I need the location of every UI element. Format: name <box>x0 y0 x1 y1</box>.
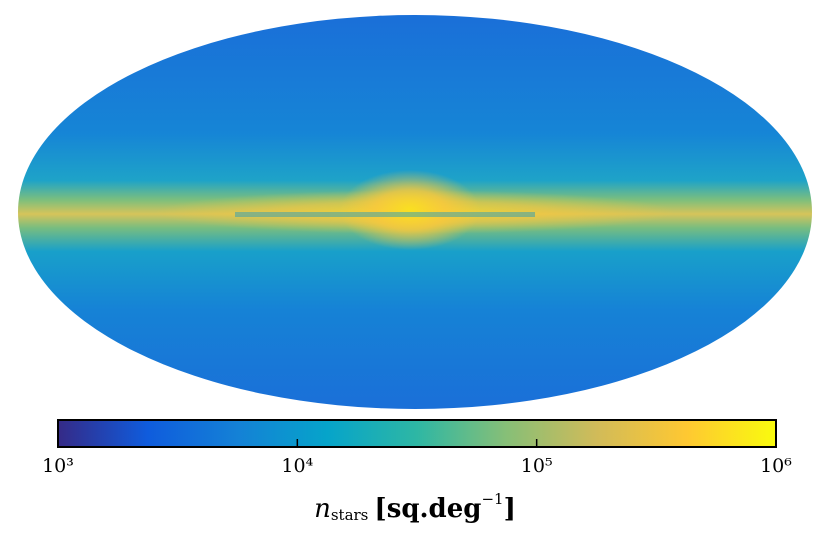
dust-lane <box>235 212 535 217</box>
colorbar-tick-label: 10⁴ <box>281 455 313 477</box>
colorbar-tick-label: 10⁶ <box>760 455 792 477</box>
sky-map <box>18 15 812 409</box>
colorbar-ticks: 10³ 10⁴ 10⁵ 10⁶ <box>42 439 792 477</box>
colorbar <box>57 419 777 448</box>
galactic-bulge <box>340 170 480 250</box>
label-close: ] <box>504 494 516 524</box>
label-symbol: n <box>314 494 331 524</box>
label-exponent: −1 <box>481 490 503 508</box>
label-subscript: stars <box>331 506 369 524</box>
colorbar-tick-label: 10³ <box>42 455 74 477</box>
label-unit: [sq.deg <box>374 494 481 524</box>
colorbar-label: nstars [sq.deg−1] <box>314 490 516 524</box>
colorbar-tick-label: 10⁵ <box>521 455 553 477</box>
